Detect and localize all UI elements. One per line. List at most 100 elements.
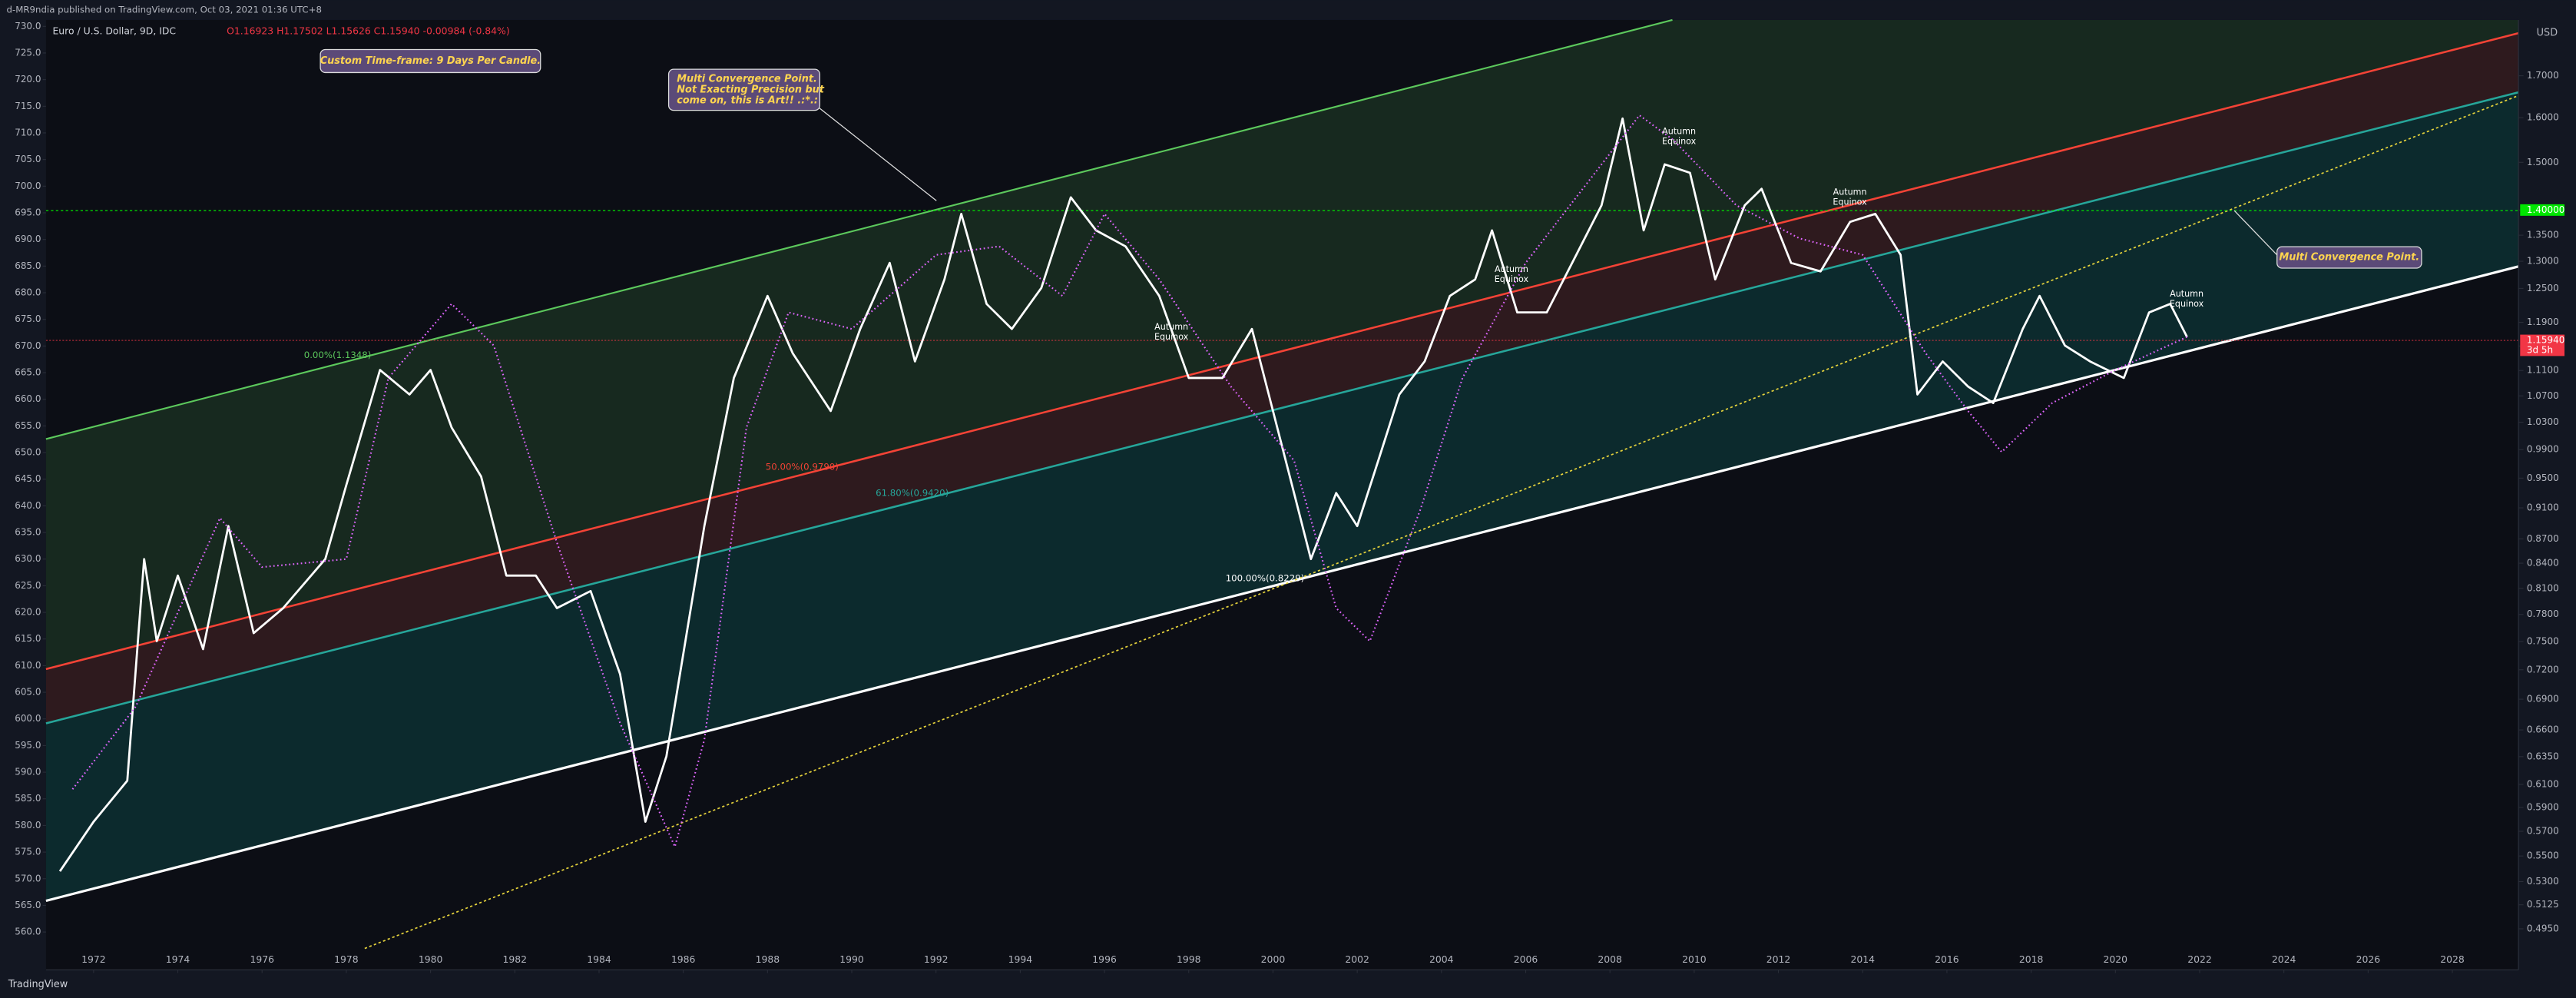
x-tick-label: 1990 — [839, 953, 864, 965]
x-tick-label: 2024 — [2272, 953, 2296, 965]
price-tag — [2520, 204, 2565, 216]
y-tick-label: 670.0 — [15, 340, 41, 351]
y-tick-label: 600.0 — [15, 713, 41, 724]
publisher: d-MR9ndia published on TradingView.com, … — [7, 5, 322, 15]
x-tick-label: 1992 — [924, 953, 949, 965]
y2-tick-label: 0.5300 — [2527, 876, 2559, 887]
x-tick-label: 1978 — [334, 953, 359, 965]
red-zone — [45, 33, 2519, 724]
y-tick-label: 695.0 — [15, 207, 41, 217]
equinox: Autumn — [1154, 322, 1188, 332]
note: Multi Convergence Point. — [2280, 252, 2420, 264]
equinox: Equinox — [1833, 197, 1867, 207]
equinox: Autumn — [1662, 126, 1696, 136]
y-tick-label: 575.0 — [15, 847, 41, 857]
y-tick-label: 725.0 — [15, 47, 41, 58]
upper-line — [45, 18, 1673, 440]
y-tick-label: 710.0 — [15, 127, 41, 138]
equinox: Equinox — [1662, 136, 1697, 146]
y2-tick-label: 0.4950 — [2527, 923, 2559, 933]
y-tick-label: 570.0 — [15, 873, 41, 884]
x-tick-label: 2008 — [1598, 953, 1622, 965]
note-box — [320, 48, 541, 74]
dotted-trend — [364, 94, 2519, 950]
y2-tick-label: 0.7500 — [2527, 636, 2559, 647]
price-tag-label: 1.15940 — [2527, 335, 2565, 346]
y2-tick-label: 1.0700 — [2527, 390, 2559, 401]
series-line — [58, 117, 2188, 872]
callout — [817, 106, 937, 201]
y-tick-label: 680.0 — [15, 287, 41, 298]
y-tick-label: 625.0 — [15, 580, 41, 591]
y-tick-label: 565.0 — [15, 900, 41, 910]
channel — [45, 18, 2519, 950]
teal-zone — [45, 92, 2519, 901]
countdown: 3d 5h — [2527, 344, 2553, 355]
y-tick-label: 715.0 — [15, 101, 41, 111]
x-tick-label: 2010 — [1682, 953, 1707, 965]
axes: USD 560.0 565.0 570.0 575.0 580.0 585.0 590.0 5… — [15, 19, 2565, 973]
y2-tick-label: 0.6100 — [2527, 778, 2559, 789]
x-tick-label: 2002 — [1345, 953, 1369, 965]
y2-tick-label: 1.7000 — [2527, 70, 2559, 81]
note-box — [667, 68, 821, 111]
y2-tick-label: 0.9100 — [2527, 502, 2559, 513]
fib-label: 0.00%(1.1348) — [304, 350, 372, 360]
fib-label: 61.80%(0.9420) — [876, 488, 949, 499]
y2-tick-label: 0.8100 — [2527, 582, 2559, 593]
x-tick-label: 1986 — [671, 953, 696, 965]
y2-tick-label: 0.6600 — [2527, 724, 2559, 735]
y-tick-label: 645.0 — [15, 473, 41, 484]
x-tick-label: 1982 — [503, 953, 528, 965]
x-tick-label: 1994 — [1008, 953, 1033, 965]
equinox: Equinox — [1154, 332, 1189, 342]
y2-tick-label: 0.8400 — [2527, 558, 2559, 569]
note: Custom Time-frame: 9 Days Per Candle. — [320, 55, 541, 67]
y2-tick-label: 1.0300 — [2527, 416, 2559, 427]
footer — [0, 973, 2576, 998]
x-tick-label: 2028 — [2440, 953, 2465, 965]
y2-tick-label: 0.5125 — [2527, 899, 2559, 910]
brand: TradingView — [8, 979, 68, 990]
x-tick-label: 2014 — [1850, 953, 1875, 965]
y2-label: USD — [2537, 28, 2558, 39]
equinox: Autumn — [1833, 187, 1867, 197]
y2-tick-label: 0.9900 — [2527, 444, 2559, 455]
fib-label: 50.00%(0.9790) — [766, 461, 839, 472]
y-tick-label: 580.0 — [15, 820, 41, 831]
x-tick-label: 1988 — [756, 953, 780, 965]
x-tick-label: 1984 — [587, 953, 611, 965]
y2-tick-label: 0.5900 — [2527, 801, 2559, 812]
y2-tick-label: 0.8700 — [2527, 533, 2559, 544]
green-zone — [45, 19, 2519, 669]
note: Not Exacting Precision but — [677, 84, 825, 95]
symbol: Euro / U.S. Dollar, 9D, IDC — [52, 25, 176, 36]
y-tick-label: 700.0 — [15, 181, 41, 191]
equinox: Autumn — [2170, 289, 2204, 299]
mid-line — [45, 31, 2519, 671]
y2-tick-label: 1.1900 — [2527, 317, 2559, 327]
y2-tick-label: 1.1100 — [2527, 365, 2559, 376]
y2-tick-label: 1.5000 — [2527, 157, 2559, 167]
equinox: Autumn — [1495, 264, 1528, 274]
annotations: Custom Time-frame: 9 Days Per Candle. Mu… — [304, 48, 2422, 584]
y-tick-label: 665.0 — [15, 367, 41, 378]
y-tick-label: 585.0 — [15, 793, 41, 804]
y-tick-label: 640.0 — [15, 500, 41, 511]
x-tick-label: 1976 — [250, 953, 274, 965]
ohlc: O1.16923 H1.17502 L1.15626 C1.15940 -0.0… — [227, 25, 509, 36]
price-tag — [2520, 334, 2565, 356]
y-tick-label: 605.0 — [15, 687, 41, 698]
y-tick-label: 620.0 — [15, 607, 41, 618]
y-tick-label: 650.0 — [15, 447, 41, 458]
y2-tick-label: 0.9500 — [2527, 472, 2559, 483]
y-tick-label: 595.0 — [15, 740, 41, 751]
x-tick-label: 2020 — [2104, 953, 2128, 965]
equinox: Equinox — [2170, 299, 2204, 309]
y2-tick-label: 0.5500 — [2527, 850, 2559, 861]
y-tick-label: 635.0 — [15, 527, 41, 538]
series — [58, 114, 2188, 872]
x-tick-label: 2022 — [2187, 953, 2212, 965]
